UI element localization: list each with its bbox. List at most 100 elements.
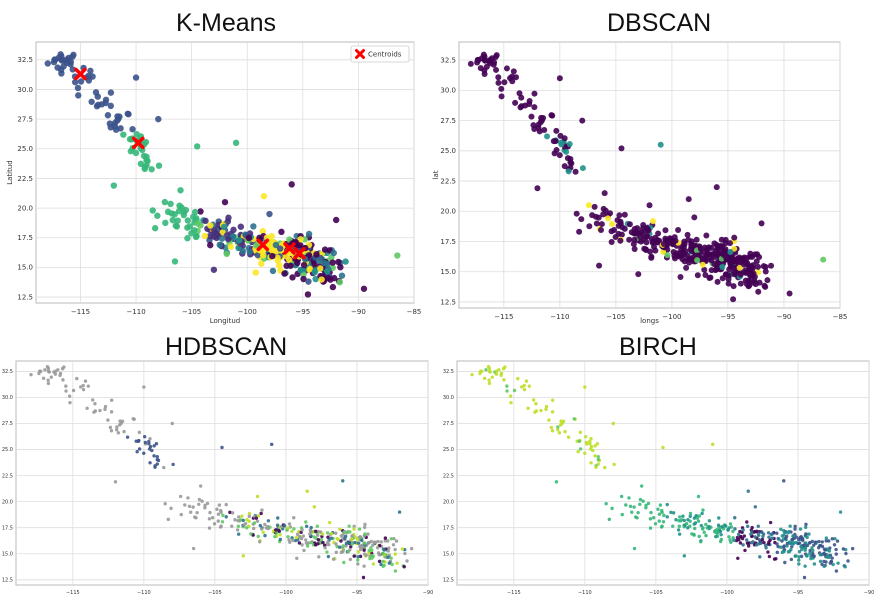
scatter-point [171, 258, 179, 265]
scatter-point [660, 510, 664, 514]
scatter-point [714, 278, 721, 285]
scatter-point [278, 537, 283, 542]
scatter-point [760, 537, 765, 542]
scatter-point [576, 450, 580, 454]
scatter-point [329, 283, 337, 291]
scatter-point [738, 541, 743, 545]
scatter-point [649, 510, 653, 515]
scatter-point [132, 74, 140, 81]
scatter-point [722, 240, 729, 247]
scatter-point [386, 555, 390, 560]
scatter-point [715, 528, 719, 532]
scatter-point [192, 233, 200, 241]
scatter-point [382, 548, 387, 552]
scatter-point [302, 548, 306, 553]
scatter-point [203, 506, 207, 510]
scatter-point [750, 525, 754, 530]
scatter-point [148, 461, 152, 465]
scatter-point [502, 378, 506, 382]
scatter-point [339, 550, 344, 555]
scatter-point [69, 66, 76, 73]
scatter-point [714, 244, 721, 251]
scatter-point [87, 67, 94, 75]
scatter-point [797, 562, 801, 566]
scatter-point [304, 291, 312, 298]
panel-kmeans: K-Means −115 −110 −105 −100 −95 −90 −85 12.5 15.… [0, 0, 437, 325]
scatter-point [662, 513, 666, 518]
scatter-point [149, 207, 156, 214]
scatter-point [595, 442, 600, 446]
scatter-point [747, 250, 754, 257]
scatter-point [583, 451, 587, 455]
scatter-point [331, 557, 336, 561]
scatter-point [377, 559, 382, 564]
y-tick-label: 20.0 [17, 204, 33, 212]
scatter-point [726, 240, 733, 247]
scatter-point [677, 515, 682, 519]
scatter-point [241, 518, 245, 523]
scatter-point [737, 280, 744, 287]
scatter-point [565, 168, 572, 175]
scatter-point [148, 437, 152, 441]
scatter-point [522, 102, 529, 109]
scatter-point [831, 562, 835, 567]
y-tick-label: 22.5 [17, 175, 33, 183]
scatter-point [362, 525, 367, 530]
scatter-point [780, 550, 785, 555]
scatter-point [677, 532, 682, 536]
scatter-point [67, 61, 74, 68]
scatter-point [93, 402, 97, 406]
scatter-point [136, 439, 141, 443]
scatter-point [304, 541, 309, 545]
scatter-point [37, 371, 41, 376]
scatter-point [652, 247, 659, 254]
scatter-point [291, 538, 295, 543]
scatter-point [117, 125, 124, 132]
scatter-point [108, 425, 113, 430]
scatter-point [798, 527, 803, 531]
scatter-point [184, 217, 192, 224]
scatter-point [746, 264, 753, 271]
scatter-point [707, 524, 711, 529]
scatter-point [258, 540, 262, 544]
scatter-point [98, 408, 102, 413]
scatter-point [687, 245, 694, 252]
scatter-point [352, 524, 356, 528]
scatter-point [98, 101, 105, 108]
scatter-point [757, 542, 761, 546]
scatter-point [828, 561, 833, 565]
scatter-point [342, 258, 349, 265]
scatter-point [183, 503, 187, 507]
scatter-point [197, 222, 204, 229]
x-tick-label: −105 [606, 313, 625, 321]
scatter-point [143, 156, 150, 164]
scatter-point [844, 551, 848, 556]
scatter-point [352, 527, 356, 531]
y-axis-label: lat [432, 170, 440, 179]
scatter-point [635, 271, 642, 278]
scatter-point [611, 421, 615, 426]
scatter-point [607, 517, 611, 522]
scatter-point [803, 548, 807, 552]
scatter-point [671, 252, 678, 259]
scatter-point [688, 238, 695, 245]
scatter-point [278, 532, 282, 537]
scatter-point [639, 484, 644, 488]
scatter-point [791, 534, 795, 538]
scatter-point [794, 540, 798, 545]
scatter-point [701, 266, 708, 273]
scatter-point [338, 527, 342, 531]
scatter-point [323, 268, 331, 275]
scatter-point [677, 524, 682, 528]
scatter-point [694, 272, 701, 279]
scatter-point [294, 535, 299, 540]
scatter-point [107, 89, 115, 96]
scatter-point [287, 522, 292, 526]
scatter-point [693, 521, 698, 525]
scatter-point [509, 73, 516, 80]
scatter-point [335, 258, 342, 266]
scatter-point [219, 510, 223, 514]
scatter-point [326, 535, 330, 539]
scatter-point [584, 440, 589, 445]
scatter-point [699, 540, 703, 544]
